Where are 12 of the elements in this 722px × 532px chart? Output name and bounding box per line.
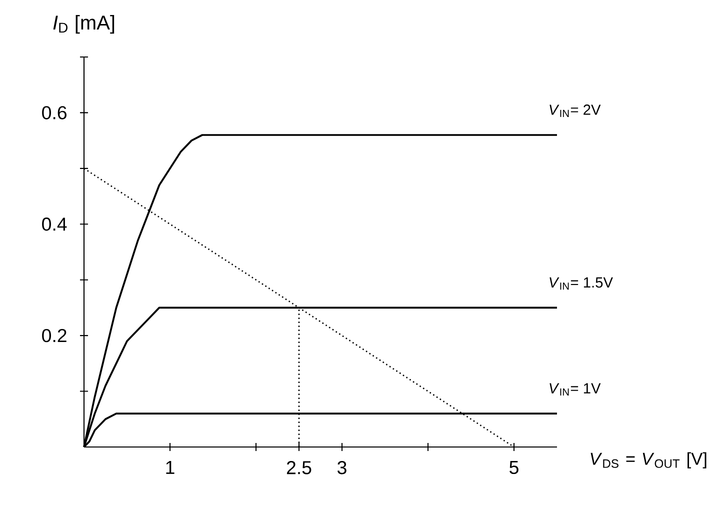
x-axis-title: V$_{DS}$ = V$_{OUT}$ [V] — [590, 452, 706, 468]
x-tick-label: 5 — [510, 461, 518, 474]
y-tick-label: 0.2 — [42, 328, 66, 342]
y-tick-label: 0.6 — [42, 106, 66, 120]
x-tick-label: 3 — [338, 461, 346, 474]
series-label: V$_{IN}$= 1.5V — [550, 277, 613, 290]
x-tick-label: 2.5 — [286, 461, 312, 474]
y-axis-title: I$_{D}$ [mA] — [53, 14, 114, 34]
series-label: V$_{IN}$= 1V — [550, 383, 601, 396]
y-tick-label: 0.4 — [42, 218, 67, 231]
x-tick-label: 1 — [166, 461, 174, 474]
series-label: V$_{IN}$= 2V — [550, 104, 601, 117]
